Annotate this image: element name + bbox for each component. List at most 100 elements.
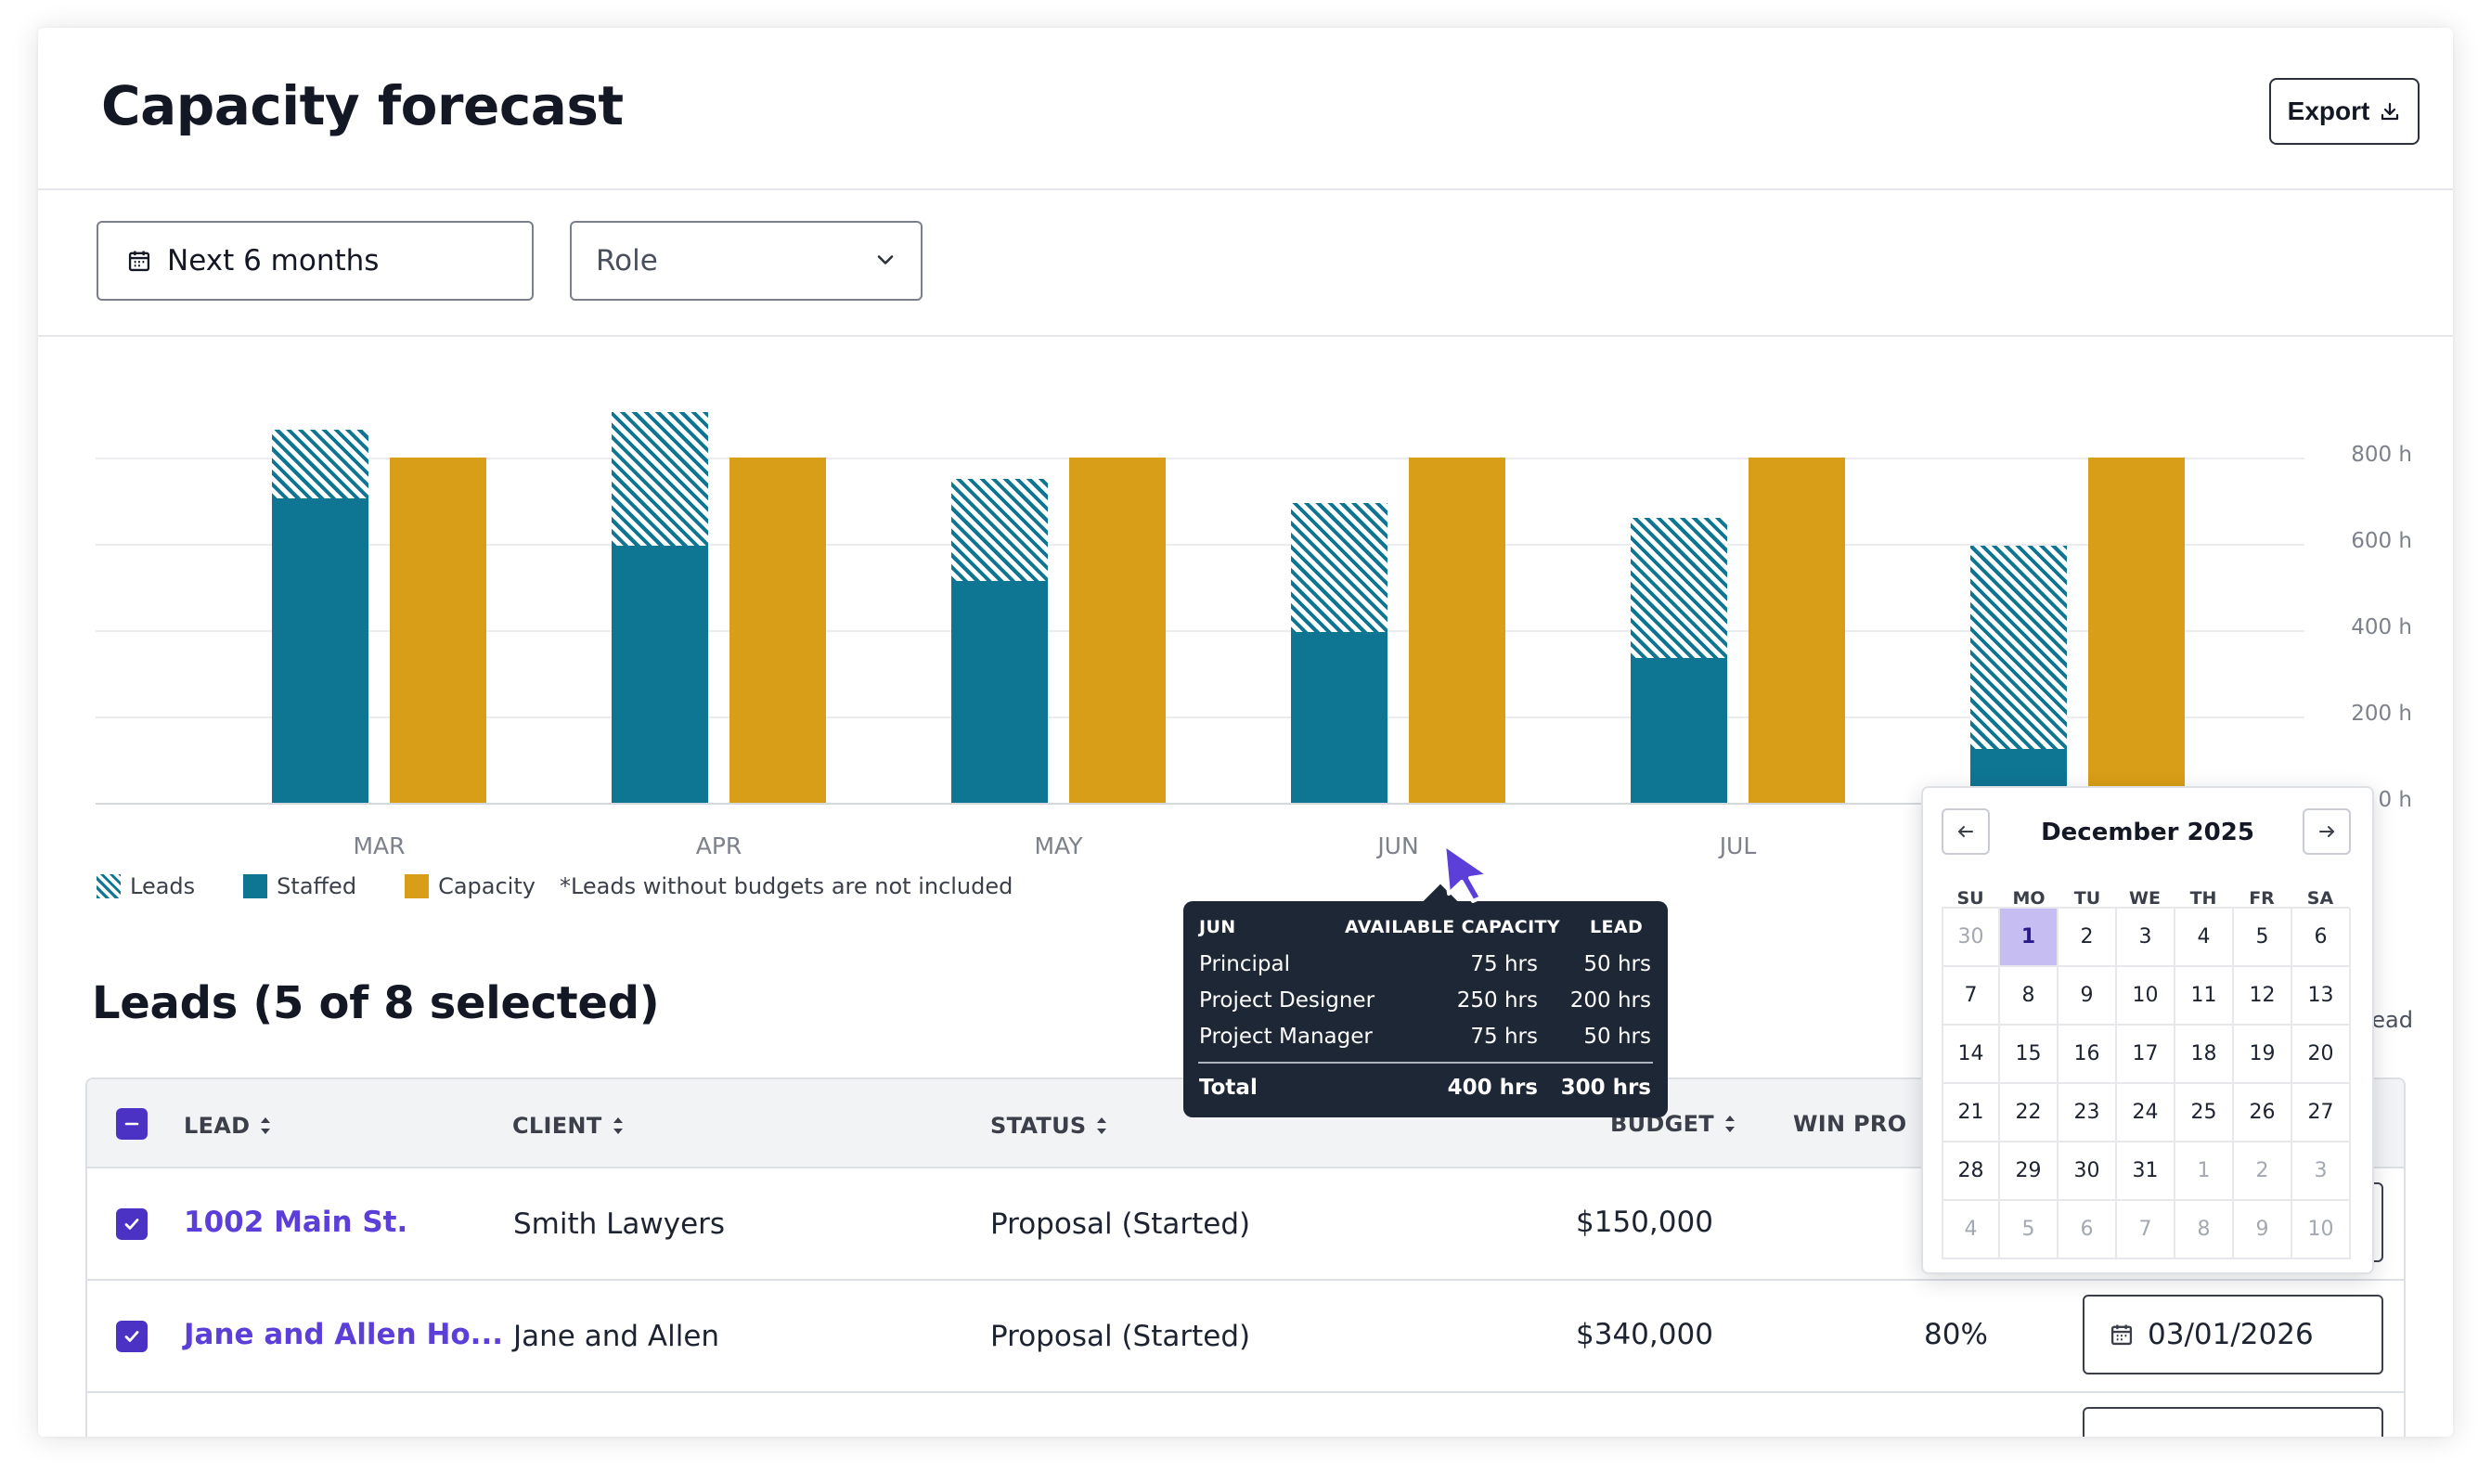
calendar-day[interactable]: 27: [2292, 1084, 2351, 1142]
staffed-bar-jul[interactable]: [1631, 658, 1727, 803]
calendar-day[interactable]: 9: [2059, 967, 2117, 1026]
legend-leads-label: Leads: [130, 873, 196, 899]
leads-bar-mar[interactable]: [272, 429, 368, 499]
capacity-bar-mar[interactable]: [390, 458, 486, 803]
staffed-bar-may[interactable]: [951, 580, 1048, 803]
date-picker-popover: December 2025 SU MO TU WE TH FR SA 30 1 2 3…: [1921, 786, 2374, 1274]
y-tick-label: 800 h: [2351, 443, 2412, 467]
calendar-day[interactable]: 2: [2059, 909, 2117, 967]
calendar-day[interactable]: 10: [2117, 967, 2175, 1026]
calendar-day[interactable]: 7: [2117, 1201, 2175, 1259]
gridline: [96, 630, 2304, 632]
date-range-filter[interactable]: Next 6 months: [97, 221, 534, 301]
calendar-day[interactable]: 14: [1942, 1026, 2000, 1084]
tooltip-total-capacity: 400 hrs: [1447, 1076, 1538, 1100]
calendar-day[interactable]: 17: [2117, 1026, 2175, 1084]
calendar-day[interactable]: 26: [2234, 1084, 2292, 1142]
gridline: [96, 716, 2304, 718]
column-header-win-probability[interactable]: WIN PRO: [1793, 1111, 1906, 1137]
calendar-day[interactable]: 5: [2234, 909, 2292, 967]
calendar-day[interactable]: 13: [2292, 967, 2351, 1026]
tooltip-capacity-header: AVAILABLE CAPACITY: [1345, 917, 1561, 937]
calendar-day[interactable]: 6: [2059, 1201, 2117, 1259]
staffed-bar-apr[interactable]: [612, 546, 708, 803]
staffed-bar-mar[interactable]: [272, 498, 368, 803]
calendar-day[interactable]: 11: [2175, 967, 2234, 1026]
column-header-status[interactable]: STATUS: [990, 1113, 1108, 1139]
calendar-day[interactable]: 30: [1942, 909, 2000, 967]
lead-name-link[interactable]: 1002 Main St.: [184, 1206, 408, 1239]
legend-leads: Leads: [97, 873, 195, 899]
legend-note: *Leads without budgets are not included: [559, 873, 1013, 899]
leads-bar-apr[interactable]: [612, 412, 708, 547]
lead-status: Proposal (Started): [990, 1207, 1251, 1241]
previous-month-button[interactable]: [1942, 808, 1990, 855]
page-header: Capacity forecast Export: [38, 28, 2453, 190]
calendar-day[interactable]: 4: [2175, 909, 2234, 967]
select-all-checkbox[interactable]: [116, 1108, 148, 1140]
calendar-day[interactable]: 8: [2000, 967, 2059, 1026]
row-checkbox[interactable]: [116, 1208, 148, 1240]
column-header-lead[interactable]: LEAD: [184, 1113, 272, 1139]
check-icon: [124, 1331, 139, 1342]
row-checkbox[interactable]: [116, 1321, 148, 1352]
close-date-field[interactable]: 03/01/2026: [2083, 1295, 2383, 1374]
calendar-day[interactable]: 3: [2292, 1142, 2351, 1201]
calendar-day[interactable]: 24: [2117, 1084, 2175, 1142]
page-title: Capacity forecast: [101, 74, 624, 137]
tooltip-capacity-value: 75 hrs: [1470, 952, 1538, 976]
y-tick-label: 200 h: [2351, 702, 2412, 726]
calendar-day[interactable]: 28: [1942, 1142, 2000, 1201]
leads-bar-may[interactable]: [951, 479, 1048, 581]
sort-icon: [261, 1117, 271, 1134]
lead-name-link[interactable]: Jane and Allen Ho...: [184, 1318, 504, 1351]
calendar-day[interactable]: 19: [2234, 1026, 2292, 1084]
leads-bar-jun[interactable]: [1291, 502, 1387, 633]
capacity-bar-apr[interactable]: [729, 458, 826, 803]
calendar-day[interactable]: 5: [2000, 1201, 2059, 1259]
leads-bar-jul[interactable]: [1631, 518, 1727, 659]
capacity-bar-jun[interactable]: [1409, 458, 1505, 803]
calendar-day[interactable]: 1: [2175, 1142, 2234, 1201]
calendar-day[interactable]: 21: [1942, 1084, 2000, 1142]
capacity-bar-jul[interactable]: [1749, 458, 1845, 803]
staffed-bar-jun[interactable]: [1291, 632, 1387, 803]
leads-swatch: [97, 874, 121, 898]
y-tick-label: 400 h: [2351, 615, 2412, 639]
y-tick-label: 600 h: [2351, 529, 2412, 553]
calendar-day[interactable]: 12: [2234, 967, 2292, 1026]
arrow-left-icon: [1958, 826, 1973, 837]
table-row[interactable]: [87, 1393, 2404, 1437]
calendar-day[interactable]: 31: [2117, 1142, 2175, 1201]
calendar-day[interactable]: 22: [2000, 1084, 2059, 1142]
calendar-day[interactable]: 9: [2234, 1201, 2292, 1259]
column-header-client[interactable]: CLIENT: [512, 1113, 625, 1139]
calendar-day[interactable]: 8: [2175, 1201, 2234, 1259]
calendar-day[interactable]: 2: [2234, 1142, 2292, 1201]
calendar-day[interactable]: 20: [2292, 1026, 2351, 1084]
next-month-button[interactable]: [2303, 808, 2351, 855]
calendar-day[interactable]: 23: [2059, 1084, 2117, 1142]
calendar-day[interactable]: 29: [2000, 1142, 2059, 1201]
arrow-right-icon: [2319, 826, 2334, 837]
lead-budget: $340,000: [1576, 1318, 1713, 1351]
calendar-day[interactable]: 1: [2000, 909, 2059, 967]
calendar-day[interactable]: 10: [2292, 1201, 2351, 1259]
calendar-day[interactable]: 7: [1942, 967, 2000, 1026]
capacity-bar-may[interactable]: [1069, 458, 1166, 803]
weekday-label: WE: [2129, 888, 2161, 909]
calendar-day[interactable]: 15: [2000, 1026, 2059, 1084]
calendar-day[interactable]: 4: [1942, 1201, 2000, 1259]
calendar-day[interactable]: 30: [2059, 1142, 2117, 1201]
calendar-day[interactable]: 3: [2117, 909, 2175, 967]
role-select[interactable]: Role: [570, 221, 923, 301]
export-button[interactable]: Export: [2269, 78, 2420, 145]
table-row[interactable]: Jane and Allen Ho... Jane and Allen Prop…: [87, 1281, 2404, 1393]
close-date-field[interactable]: [2083, 1407, 2383, 1437]
leads-bar-aug[interactable]: [1970, 546, 2067, 749]
calendar-day[interactable]: 25: [2175, 1084, 2234, 1142]
capacity-bar-aug[interactable]: [2088, 458, 2185, 803]
calendar-day[interactable]: 16: [2059, 1026, 2117, 1084]
calendar-day[interactable]: 6: [2292, 909, 2351, 967]
calendar-day[interactable]: 18: [2175, 1026, 2234, 1084]
